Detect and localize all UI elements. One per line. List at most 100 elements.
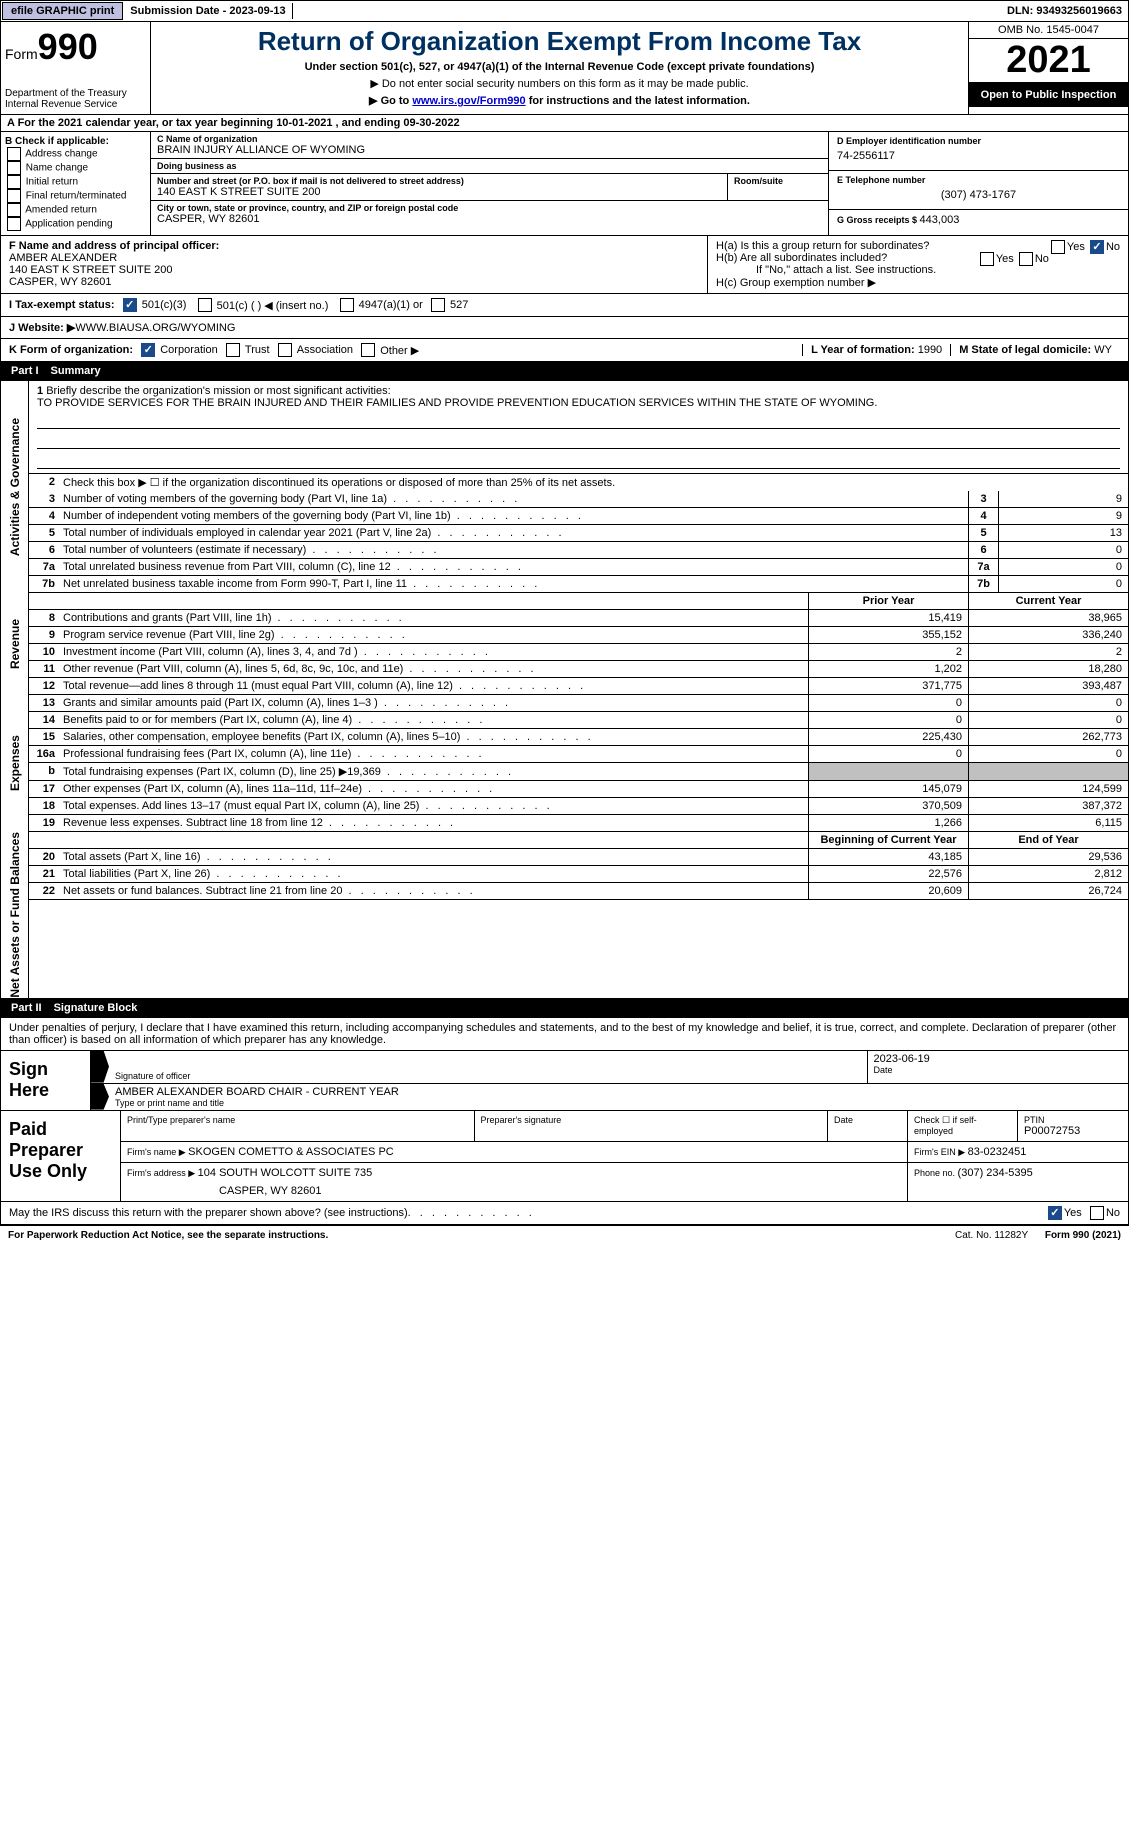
ein-label: D Employer identification number [837,136,1120,146]
sign-here-row: Sign Here Signature of officer 2023-06-1… [1,1051,1128,1110]
row-21: 21Total liabilities (Part X, line 26)22,… [29,866,1128,883]
irs-discuss-row: May the IRS discuss this return with the… [0,1202,1129,1225]
row-8: 8Contributions and grants (Part VIII, li… [29,610,1128,627]
firm-address-cell: Firm's address ▶ 104 SOUTH WOLCOTT SUITE… [121,1163,908,1201]
addr-value: 140 EAST K STREET SUITE 200 [157,186,721,198]
city-cell: City or town, state or province, country… [151,201,828,227]
summary-row-5: 5Total number of individuals employed in… [29,525,1128,542]
row-16a: 16aProfessional fundraising fees (Part I… [29,746,1128,763]
row-12: 12Total revenue—add lines 8 through 11 (… [29,678,1128,695]
summary-row-3: 3Number of voting members of the governi… [29,491,1128,508]
chk-application-pending[interactable]: Application pending [5,217,146,231]
dept-treasury: Department of the Treasury Internal Reve… [5,88,146,110]
summary-row-7b: 7bNet unrelated business taxable income … [29,576,1128,593]
chk-4947[interactable] [340,298,354,312]
signature-date-cell: 2023-06-19 Date [868,1051,1129,1083]
firm-phone-cell: Phone no. (307) 234-5395 [908,1163,1128,1201]
row-22: 22Net assets or fund balances. Subtract … [29,883,1128,900]
org-name-label: C Name of organization [157,134,822,144]
row-18: 18Total expenses. Add lines 13–17 (must … [29,798,1128,815]
page-footer: For Paperwork Reduction Act Notice, see … [0,1225,1129,1245]
arrow-icon [91,1084,109,1110]
row-j-website: J Website: ▶ WWW.BIAUSA.ORG/WYOMING [0,317,1129,339]
chk-discuss-no[interactable] [1090,1206,1104,1220]
preparer-name-cell: Print/Type preparer's name [121,1111,475,1141]
addr-label: Number and street (or P.O. box if mail i… [157,176,721,186]
sign-here-label: Sign Here [1,1051,91,1110]
chk-final-return[interactable]: Final return/terminated [5,189,146,203]
row-20: 20Total assets (Part X, line 16)43,18529… [29,849,1128,866]
row-k-form-org: K Form of organization: ✓ Corporation Tr… [0,339,1129,362]
chk-association[interactable] [278,343,292,357]
summary-row-6: 6Total number of volunteers (estimate if… [29,542,1128,559]
efile-print-button[interactable]: efile GRAPHIC print [2,2,123,20]
chk-501c[interactable] [198,298,212,312]
tax-year: 2021 [969,39,1128,83]
header-center: Return of Organization Exempt From Incom… [151,22,968,114]
chk-501c3[interactable]: ✓ [123,298,137,312]
hc-row: H(c) Group exemption number ▶ [716,276,1120,289]
summary-row-4: 4Number of independent voting members of… [29,508,1128,525]
gross-value: 443,003 [920,214,960,226]
chk-527[interactable] [431,298,445,312]
chk-name-change[interactable]: Name change [5,161,146,175]
officer-signature-cell: Signature of officer [109,1051,868,1083]
mission-block: 1 Briefly describe the organization's mi… [29,381,1128,474]
chk-amended-return[interactable]: Amended return [5,203,146,217]
expenses-section: Expenses 13Grants and similar amounts pa… [0,695,1129,832]
row-15: 15Salaries, other compensation, employee… [29,729,1128,746]
chk-trust[interactable] [226,343,240,357]
open-to-public: Open to Public Inspection [969,83,1128,107]
officer-addr1: 140 EAST K STREET SUITE 200 [9,264,699,276]
officer-name-title-cell: AMBER ALEXANDER BOARD CHAIR - CURRENT YE… [109,1084,1128,1110]
chk-address-change[interactable]: Address change [5,147,146,161]
sidebar-expenses: Expenses [1,695,29,832]
chk-initial-return[interactable]: Initial return [5,175,146,189]
preparer-signature-cell: Preparer's signature [475,1111,829,1141]
paid-preparer-block: Paid Preparer Use Only Print/Type prepar… [0,1111,1129,1202]
year-formation: L Year of formation: 1990 [802,344,950,356]
header-right: OMB No. 1545-0047 2021 Open to Public In… [968,22,1128,114]
q1-text: TO PROVIDE SERVICES FOR THE BRAIN INJURE… [37,397,1120,409]
subtitle-2: ▶ Do not enter social security numbers o… [159,77,960,90]
signature-declaration: Under penalties of perjury, I declare th… [1,1018,1128,1051]
ptin-cell: PTINP00072753 [1018,1111,1128,1141]
footer-left: For Paperwork Reduction Act Notice, see … [8,1230,328,1241]
col-d-ein: D Employer identification number 74-2556… [828,132,1128,235]
row-9: 9Program service revenue (Part VIII, lin… [29,627,1128,644]
form-number: Form990 [5,26,146,68]
topbar: efile GRAPHIC print Submission Date - 20… [0,0,1129,22]
row-14: 14Benefits paid to or for members (Part … [29,712,1128,729]
footer-catno: Cat. No. 11282Y [955,1230,1028,1241]
officer-label: F Name and address of principal officer: [9,240,699,252]
gross-receipts-cell: G Gross receipts $ 443,003 [829,210,1128,230]
chk-corporation[interactable]: ✓ [141,343,155,357]
chk-discuss-yes[interactable]: ✓ [1048,1206,1062,1220]
tel-label: E Telephone number [837,175,1120,185]
row-11: 11Other revenue (Part VIII, column (A), … [29,661,1128,678]
submission-date: Submission Date - 2023-09-13 [124,3,292,19]
arrow-icon [91,1051,109,1083]
omb-number: OMB No. 1545-0047 [969,22,1128,39]
chk-other[interactable] [361,343,375,357]
netassets-section: Net Assets or Fund Balances Beginning of… [0,832,1129,999]
ha-row: H(a) Is this a group return for subordin… [716,240,1120,252]
sidebar-revenue: Revenue [1,593,29,695]
dba-cell: Doing business as [151,159,828,174]
group-return-section: H(a) Is this a group return for subordin… [708,236,1128,293]
org-name: BRAIN INJURY ALLIANCE OF WYOMING [157,144,822,156]
ein-value: 74-2556117 [837,146,1120,166]
dln: DLN: 93493256019663 [1001,3,1128,19]
col-c-org-info: C Name of organization BRAIN INJURY ALLI… [151,132,828,235]
row-19: 19Revenue less expenses. Subtract line 1… [29,815,1128,832]
principal-officer: F Name and address of principal officer:… [1,236,708,293]
row-b: bTotal fundraising expenses (Part IX, co… [29,763,1128,781]
room-label: Room/suite [734,176,822,186]
col-b-label: B Check if applicable: [5,136,146,147]
irs-link[interactable]: www.irs.gov/Form990 [412,95,525,107]
subtitle-3: ▶ Go to www.irs.gov/Form990 for instruct… [159,94,960,107]
activities-governance-section: Activities & Governance 1 Briefly descri… [0,381,1129,593]
row-10: 10Investment income (Part VIII, column (… [29,644,1128,661]
col-b-checkboxes: B Check if applicable: Address change Na… [1,132,151,235]
row-2: 2Check this box ▶ ☐ if the organization … [29,474,1128,491]
